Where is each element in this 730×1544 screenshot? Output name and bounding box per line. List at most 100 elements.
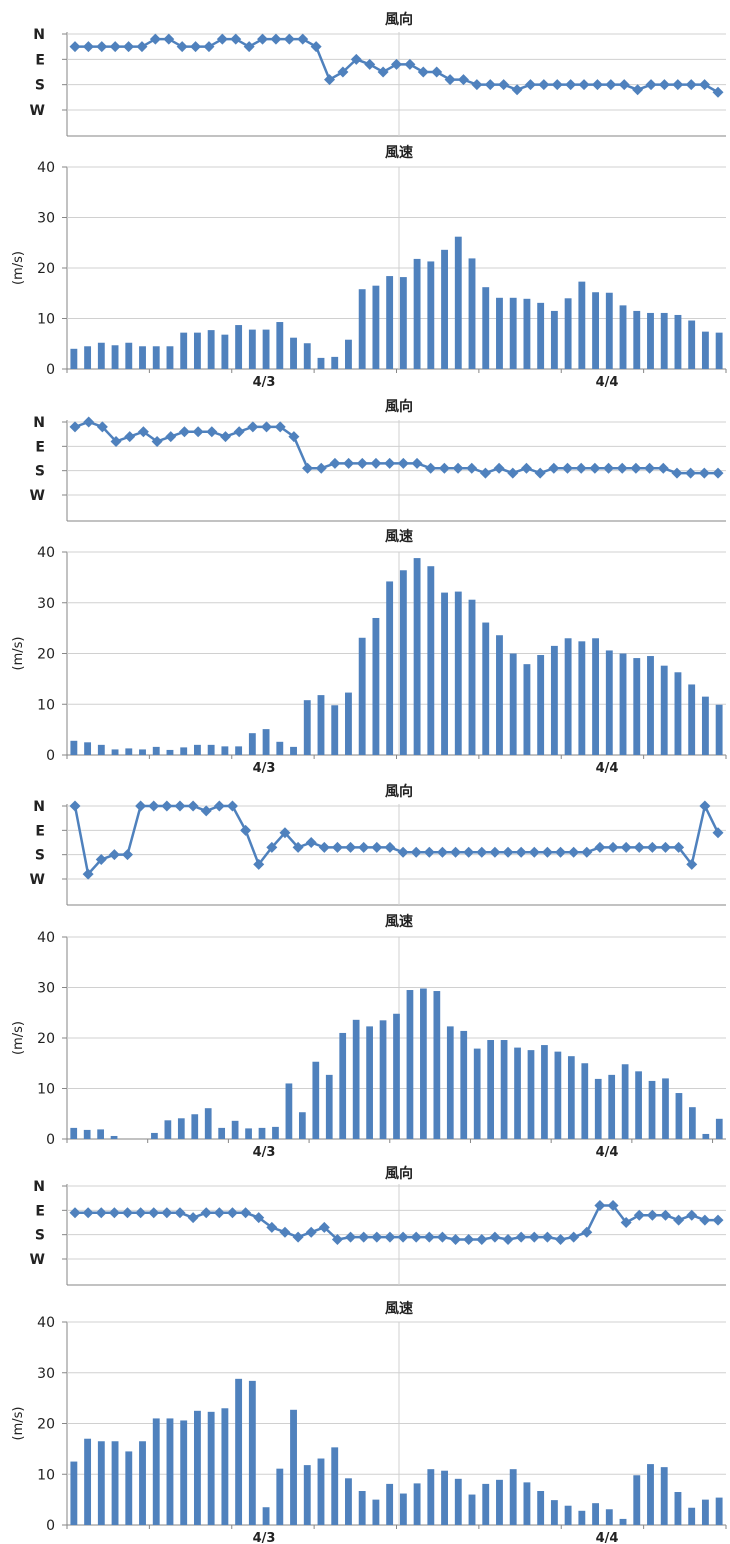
data-point: [397, 457, 409, 469]
bar: [660, 665, 668, 755]
data-point: [148, 800, 160, 812]
bar: [276, 322, 284, 369]
bar: [193, 1410, 201, 1525]
data-point: [555, 1234, 567, 1246]
bar: [110, 1135, 118, 1139]
bar: [152, 346, 160, 369]
bar: [193, 332, 201, 369]
data-point: [520, 462, 532, 474]
y-tick-label: 20: [37, 647, 55, 663]
data-point: [605, 79, 617, 91]
data-point: [318, 841, 330, 853]
data-point: [471, 79, 483, 91]
y-tick-label: 30: [37, 211, 55, 227]
y-tick-label: 40: [37, 1315, 55, 1331]
chart-title: 風向: [385, 398, 413, 415]
bar: [258, 1127, 266, 1139]
bar: [482, 622, 490, 755]
data-point: [305, 1226, 317, 1238]
bar: [441, 249, 448, 369]
bar: [221, 1408, 229, 1525]
bar: [298, 1112, 306, 1139]
data-point: [660, 1209, 672, 1221]
bar: [509, 653, 517, 755]
y-tick-label: S: [35, 1228, 45, 1244]
bar: [290, 1409, 297, 1525]
data-point: [253, 1212, 265, 1224]
data-point: [243, 41, 255, 53]
data-point: [423, 1231, 435, 1243]
data-point: [358, 841, 370, 853]
bar: [406, 990, 414, 1139]
data-point: [660, 841, 672, 853]
x-tick-label: 4/4: [596, 1145, 619, 1160]
bar: [276, 741, 284, 755]
bar: [372, 617, 380, 755]
data-point: [219, 431, 231, 443]
data-point: [266, 1221, 278, 1233]
data-point: [646, 1209, 658, 1221]
y-tick-label: 40: [37, 545, 55, 561]
y-tick-label: 20: [37, 1031, 55, 1047]
data-point: [673, 841, 685, 853]
data-point: [96, 41, 108, 53]
bar: [564, 298, 572, 369]
data-point: [371, 1231, 383, 1243]
bar: [97, 1129, 104, 1139]
bar: [399, 570, 407, 755]
y-tick-label: 20: [37, 1417, 55, 1433]
data-point: [476, 1234, 488, 1246]
data-point: [200, 805, 212, 817]
bar: [701, 1499, 709, 1525]
bar: [312, 1061, 320, 1139]
data-point: [384, 1231, 396, 1243]
bar: [221, 334, 229, 369]
bar: [262, 729, 270, 755]
bar: [317, 1458, 325, 1525]
bar: [674, 1492, 682, 1525]
y-tick-label: E: [35, 823, 45, 839]
bar: [550, 1500, 558, 1525]
data-point: [699, 800, 711, 812]
bar: [537, 1490, 545, 1525]
data-point: [528, 846, 540, 858]
bar: [372, 285, 380, 369]
data-point: [551, 79, 563, 91]
bar: [715, 1497, 723, 1525]
data-point: [83, 416, 95, 428]
bar: [231, 1120, 239, 1139]
bar: [702, 1133, 710, 1139]
bar: [386, 581, 394, 755]
chart-title: 風向: [385, 11, 413, 28]
data-point: [279, 1226, 291, 1238]
bar: [83, 1129, 91, 1139]
data-point: [548, 462, 560, 474]
data-point: [555, 846, 567, 858]
data-point: [423, 846, 435, 858]
bar: [662, 1078, 669, 1139]
bar: [647, 1464, 654, 1525]
bar: [152, 746, 160, 755]
data-point: [364, 58, 376, 70]
data-point: [457, 74, 469, 86]
y-tick-label: 10: [37, 1082, 55, 1098]
data-point: [632, 84, 644, 96]
bar: [567, 1056, 575, 1139]
data-point: [479, 467, 491, 479]
data-point: [283, 33, 295, 45]
bar: [509, 1469, 517, 1525]
data-point: [240, 1207, 252, 1219]
data-point: [176, 41, 188, 53]
data-point: [397, 846, 409, 858]
data-point: [476, 846, 488, 858]
data-point: [498, 79, 510, 91]
bar: [454, 236, 462, 369]
bar: [674, 672, 682, 755]
bar: [648, 1080, 656, 1139]
data-point: [190, 41, 202, 53]
bar: [619, 305, 627, 369]
data-point: [589, 462, 601, 474]
data-point: [266, 841, 278, 853]
data-point: [135, 1207, 147, 1219]
y-tick-label: W: [30, 103, 45, 119]
